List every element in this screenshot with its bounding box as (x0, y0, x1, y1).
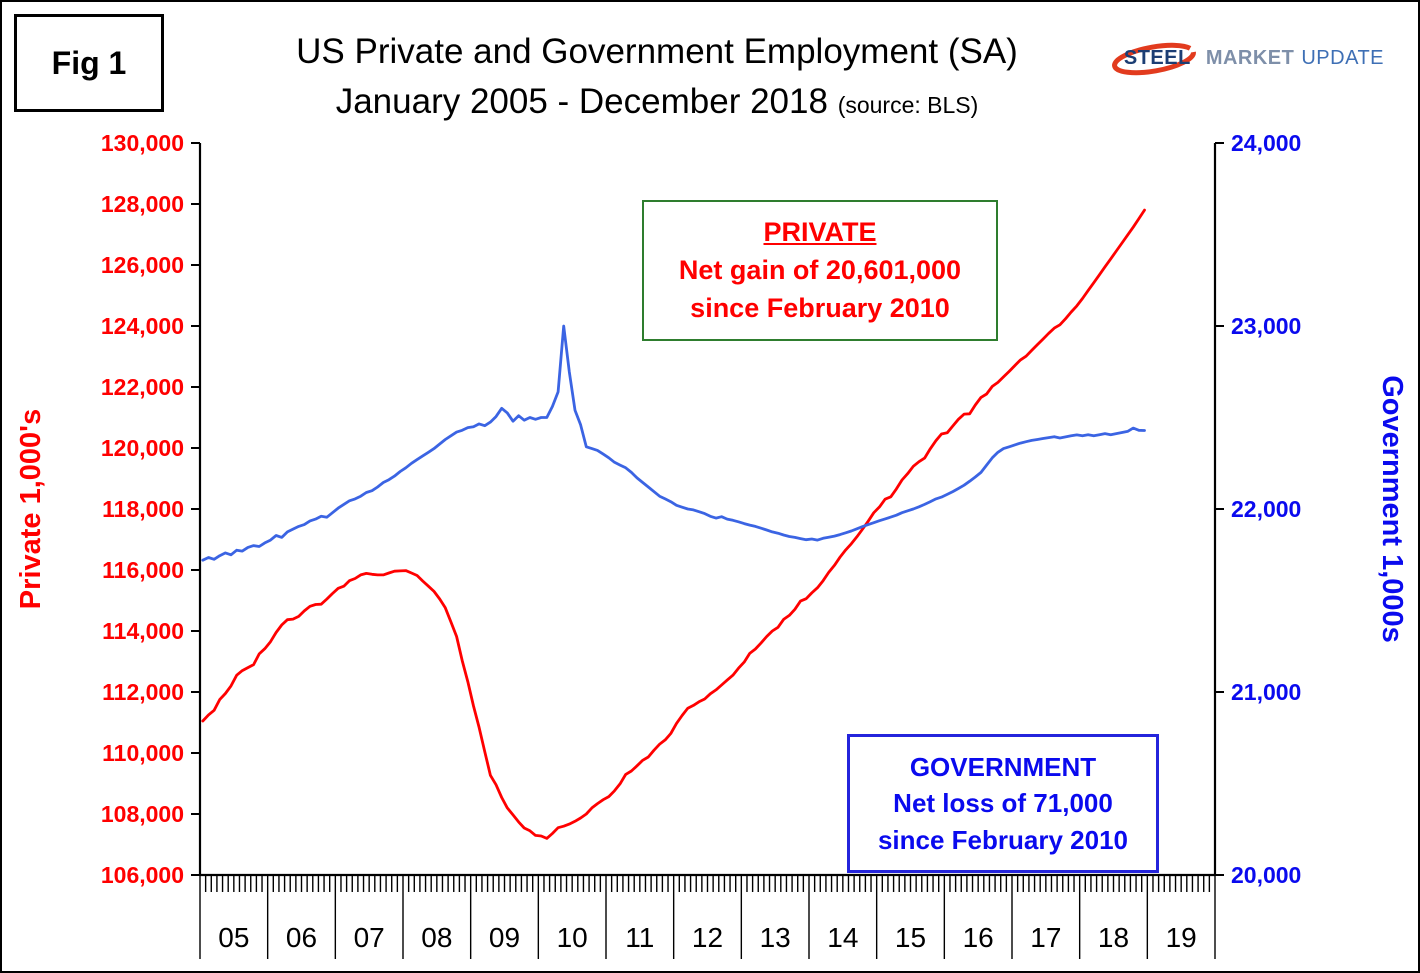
government-annotation-box: GOVERNMENT Net loss of 71,000 since Febr… (847, 734, 1159, 874)
x-axis-year-label: 11 (625, 922, 654, 953)
chart-title: US Private and Government Employment (SA… (177, 32, 1137, 122)
government-annotation-line1: Net loss of 71,000 (893, 788, 1113, 819)
government-annotation-heading: GOVERNMENT (909, 752, 1097, 782)
private-annotation-heading: PRIVATE (763, 217, 877, 247)
figure-label-box: Fig 1 (14, 14, 164, 112)
left-axis-tick-label: 114,000 (102, 618, 184, 644)
left-axis-tick-label: 120,000 (101, 435, 184, 461)
chart-title-source: (source: BLS) (837, 92, 979, 118)
right-axis-tick-label: 22,000 (1231, 496, 1301, 522)
logo-text-market: MARKET (1205, 47, 1295, 69)
right-axis-tick-label: 20,000 (1231, 862, 1301, 888)
left-axis-tick-label: 124,000 (101, 313, 184, 339)
x-axis-year-label: 07 (354, 922, 385, 953)
x-axis-year-label: 19 (1166, 922, 1197, 953)
x-axis-year-label: 17 (1030, 922, 1061, 953)
x-axis-year-label: 15 (895, 922, 926, 953)
figure-label: Fig 1 (51, 44, 127, 81)
chart-title-daterange: January 2005 - December 2018 (335, 82, 828, 121)
right-axis-tick-label: 23,000 (1231, 313, 1301, 339)
x-axis-year-label: 14 (827, 922, 858, 953)
left-axis-tick-label: 122,000 (101, 374, 184, 400)
left-axis-title: Private 1,000's (15, 409, 47, 609)
left-axis-tick-label: 112,000 (102, 679, 184, 705)
chart-title-line1: US Private and Government Employment (SA… (296, 32, 1018, 71)
private-series-line (201, 208, 1146, 840)
right-axis-tick-label: 21,000 (1231, 679, 1301, 705)
x-axis-year-label: 13 (760, 922, 791, 953)
x-axis-year-label: 05 (218, 922, 249, 953)
government-series-line (201, 324, 1146, 562)
logo-text-update: UPDATE (1301, 47, 1384, 69)
left-axis-tick-label: 126,000 (101, 252, 184, 278)
logo-steel-wrap: STEEL (1111, 42, 1199, 76)
left-axis-tick-label: 118,000 (102, 496, 184, 522)
left-axis-tick-label: 116,000 (102, 557, 184, 583)
x-axis-year-label: 18 (1098, 922, 1129, 953)
x-axis-year-label: 12 (692, 922, 723, 953)
private-annotation-box: PRIVATE Net gain of 20,601,000 since Feb… (642, 200, 998, 342)
private-annotation-line1: Net gain of 20,601,000 (678, 254, 962, 285)
steel-market-update-logo: STEEL MARKET UPDATE (1111, 42, 1384, 76)
left-axis-tick-label: 130,000 (101, 130, 184, 156)
logo-text-steel: STEEL (1123, 47, 1191, 69)
left-axis-tick-label: 110,000 (102, 740, 184, 766)
x-axis-year-label: 08 (421, 922, 452, 953)
chart-title-line2: January 2005 - December 2018 (source: BL… (177, 82, 1137, 122)
x-axis-year-label: 09 (489, 922, 520, 953)
x-axis-year-label: 10 (557, 922, 588, 953)
x-axis-year-label: 06 (286, 922, 317, 953)
right-axis-title: Government 1,000s (1376, 375, 1408, 643)
right-axis-tick-label: 24,000 (1231, 130, 1301, 156)
private-annotation-line2: since February 2010 (690, 292, 950, 323)
left-axis-tick-label: 108,000 (101, 801, 184, 827)
left-axis-tick-label: 128,000 (101, 191, 184, 217)
x-axis-year-label: 16 (963, 922, 994, 953)
logo-swoosh-icon (1111, 42, 1196, 76)
left-axis-tick-label: 106,000 (101, 862, 184, 888)
government-annotation-line2: since February 2010 (877, 824, 1129, 855)
